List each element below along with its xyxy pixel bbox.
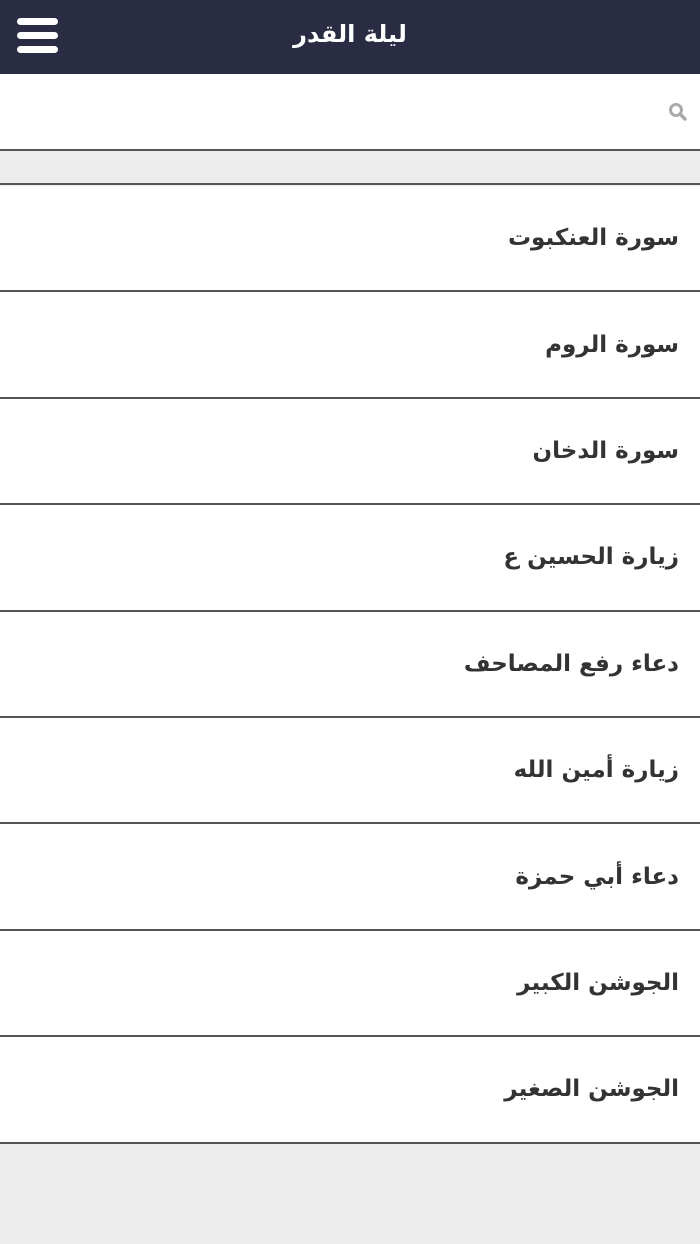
list-item[interactable]: دعاء رفع المصاحف [0, 611, 700, 718]
list-item[interactable]: سورة الروم [0, 292, 700, 399]
list-item[interactable]: دعاء أبي حمزة [0, 824, 700, 931]
list-item[interactable]: زيارة الحسين ع [0, 505, 700, 612]
list-item[interactable]: الجوشن الكبير [0, 930, 700, 1038]
list-item[interactable]: الجوشن الصغير [0, 1037, 700, 1144]
hamburger-icon[interactable] [17, 18, 58, 54]
search-bar [0, 74, 700, 151]
item-list: سورة العنكبوت سورة الروم سورة الدخان زيا… [0, 186, 700, 1144]
list-item[interactable]: زيارة أمين الله [0, 717, 700, 825]
search-input[interactable] [0, 74, 660, 149]
list-item[interactable]: سورة الدخان [0, 398, 700, 506]
search-icon[interactable] [668, 102, 688, 122]
list-item[interactable]: سورة العنكبوت [0, 186, 700, 293]
app-header: ليلة القدر [0, 0, 700, 74]
section-divider [0, 153, 700, 185]
page-title: ليلة القدر [293, 20, 407, 48]
